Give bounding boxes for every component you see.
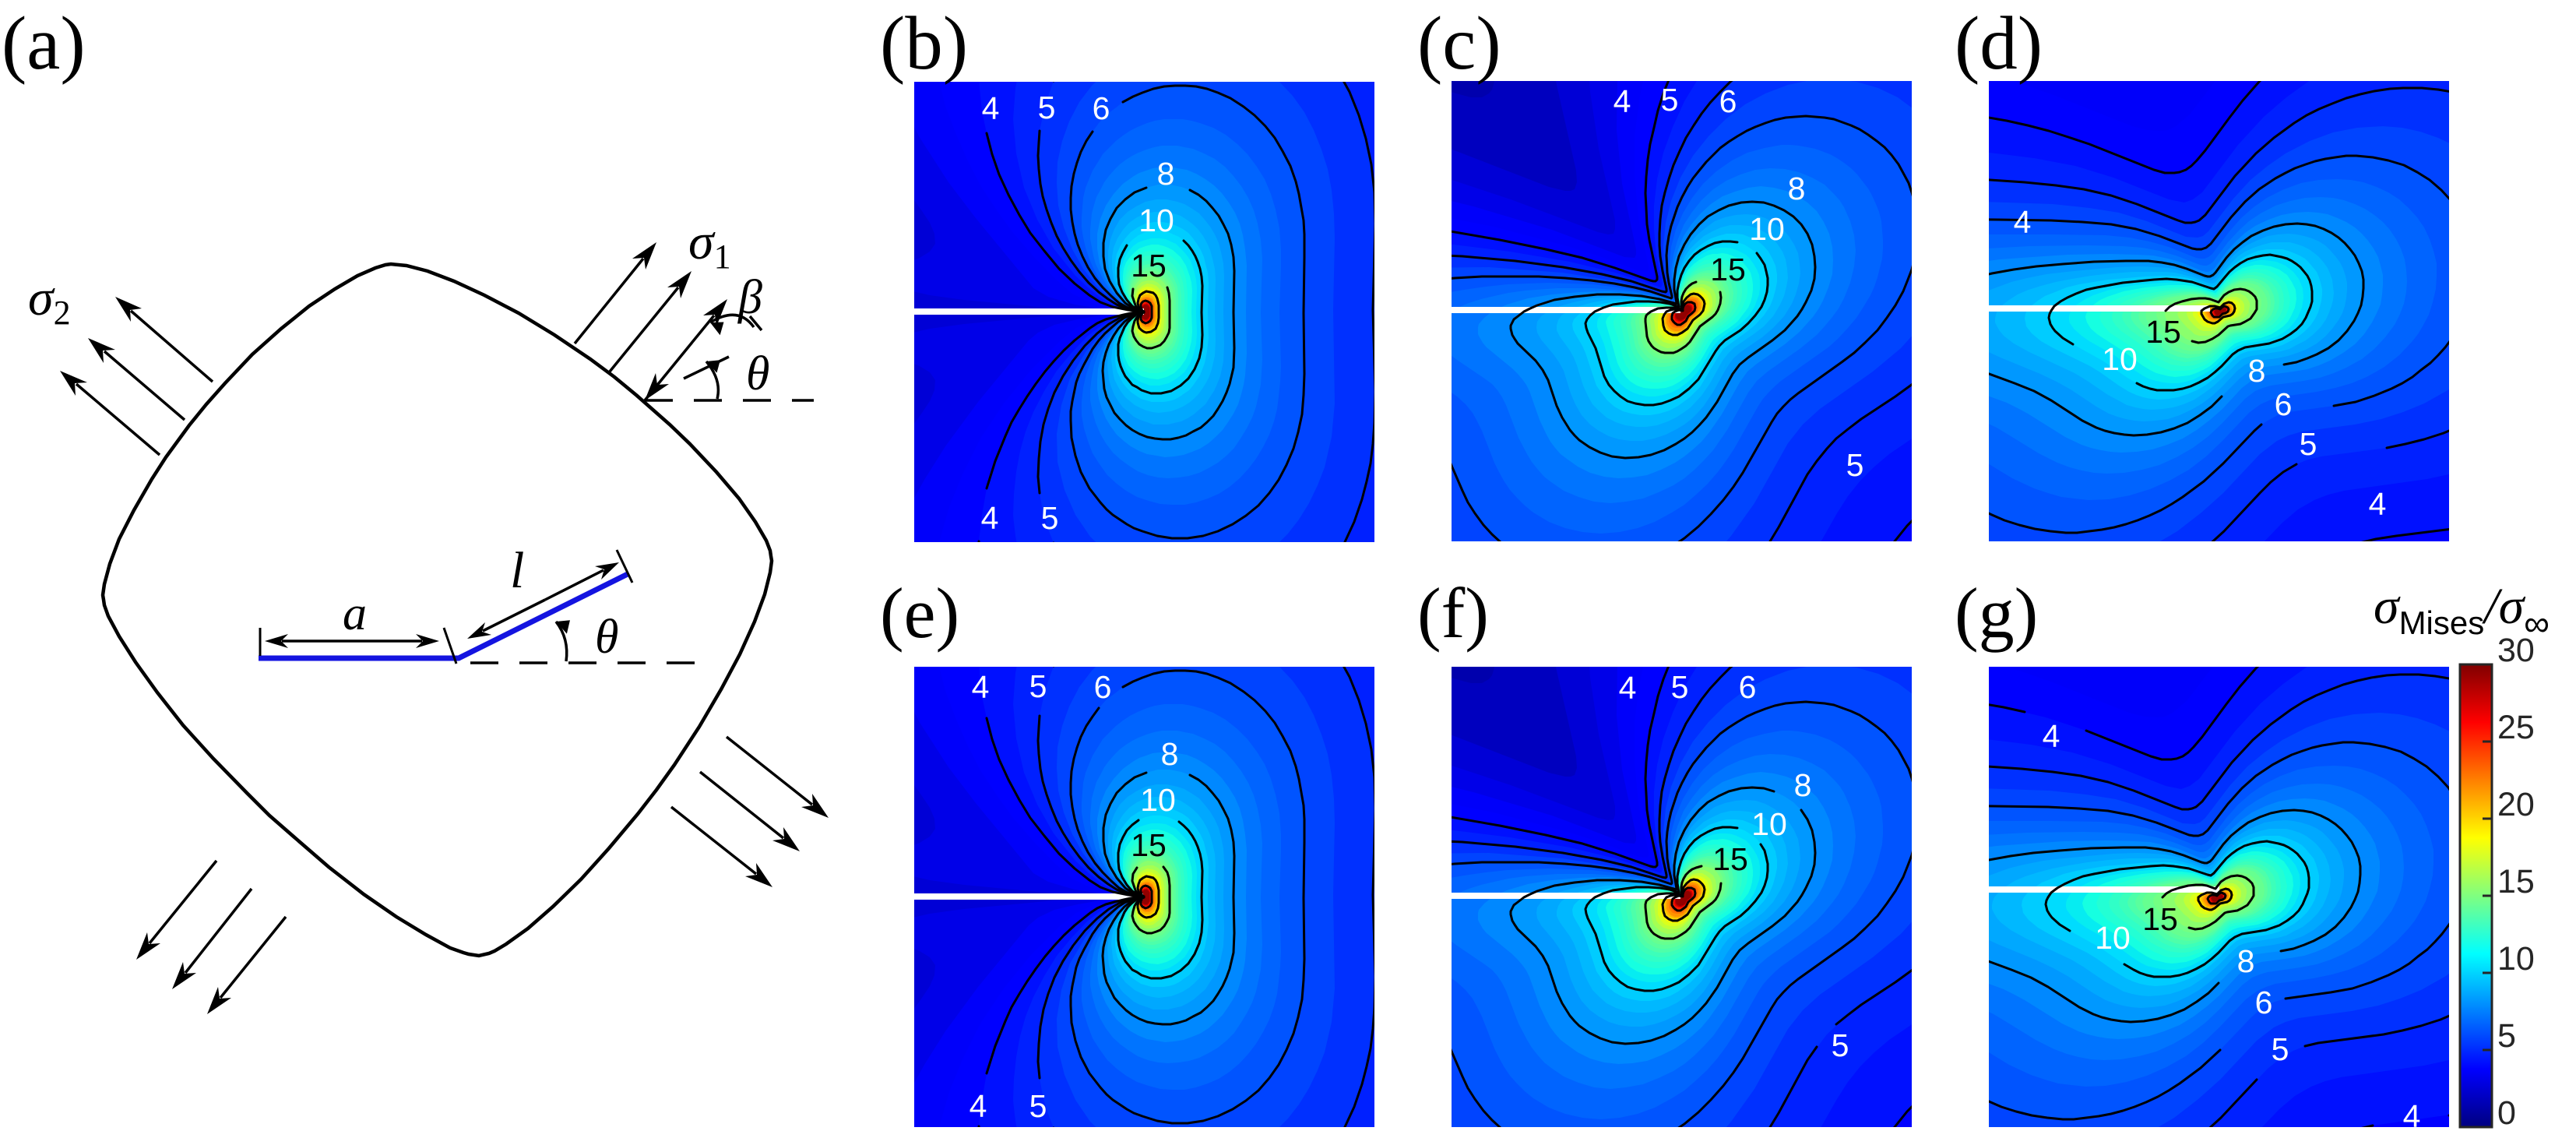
svg-text:10: 10: [2497, 940, 2535, 978]
svg-text:5: 5: [2300, 426, 2317, 462]
svg-text:15: 15: [1710, 252, 1746, 287]
svg-text:4: 4: [970, 1088, 987, 1124]
svg-text:4: 4: [2403, 1098, 2421, 1134]
svg-text:8: 8: [2237, 943, 2255, 979]
svg-text:4: 4: [2014, 204, 2032, 240]
svg-text:a: a: [343, 587, 367, 640]
svg-text:8: 8: [1794, 767, 1812, 803]
svg-text:4: 4: [2043, 718, 2060, 754]
svg-text:4: 4: [972, 669, 990, 705]
svg-text:β: β: [737, 271, 762, 324]
svg-text:(d): (d): [1955, 2, 2043, 85]
svg-text:5: 5: [2272, 1031, 2289, 1067]
svg-text:6: 6: [2255, 985, 2273, 1020]
svg-text:(e): (e): [880, 573, 959, 653]
svg-text:6: 6: [1739, 669, 1757, 705]
svg-text:0: 0: [2497, 1094, 2516, 1132]
svg-text:8: 8: [2248, 353, 2266, 389]
svg-text:10: 10: [1138, 203, 1174, 238]
svg-text:8: 8: [1157, 156, 1175, 192]
svg-text:5: 5: [2497, 1017, 2516, 1055]
svg-text:(b): (b): [880, 2, 968, 85]
svg-text:10: 10: [1749, 211, 1785, 247]
svg-text:l: l: [510, 542, 524, 599]
svg-text:(f): (f): [1417, 573, 1489, 653]
svg-text:6: 6: [1094, 669, 1112, 705]
svg-text:6: 6: [2275, 386, 2293, 422]
svg-text:15: 15: [2497, 863, 2535, 900]
svg-text:5: 5: [1041, 500, 1059, 536]
svg-text:(a): (a): [2, 2, 86, 85]
svg-text:15: 15: [1131, 827, 1167, 863]
svg-text:(c): (c): [1417, 2, 1501, 85]
svg-text:10: 10: [1140, 782, 1176, 818]
svg-text:15: 15: [2145, 314, 2181, 350]
svg-text:σ1: σ1: [688, 213, 731, 276]
svg-text:8: 8: [1788, 171, 1806, 206]
svg-text:25: 25: [2497, 709, 2535, 746]
svg-text:8: 8: [1161, 736, 1179, 772]
svg-text:4: 4: [981, 500, 999, 536]
svg-text:θ: θ: [746, 347, 769, 400]
svg-text:5: 5: [1661, 82, 1679, 118]
svg-text:20: 20: [2497, 786, 2535, 823]
svg-text:5: 5: [1029, 1088, 1047, 1124]
svg-text:θ: θ: [595, 611, 618, 664]
svg-text:5: 5: [1671, 669, 1689, 705]
svg-text:6: 6: [1719, 83, 1737, 119]
svg-text:5: 5: [1029, 668, 1047, 704]
svg-text:30: 30: [2497, 632, 2535, 669]
svg-text:15: 15: [1131, 248, 1167, 284]
svg-text:(g): (g): [1955, 573, 2038, 653]
svg-text:10: 10: [2102, 341, 2138, 377]
svg-text:10: 10: [2095, 920, 2131, 956]
svg-text:15: 15: [2142, 901, 2178, 937]
svg-text:4: 4: [2369, 486, 2387, 522]
svg-text:5: 5: [1038, 90, 1056, 125]
svg-text:10: 10: [1751, 806, 1787, 842]
svg-text:5: 5: [1846, 447, 1864, 483]
svg-text:5: 5: [1832, 1027, 1849, 1063]
svg-text:4: 4: [982, 90, 1000, 126]
svg-text:6: 6: [1093, 90, 1110, 126]
svg-text:σMises/σ∞: σMises/σ∞: [2374, 578, 2550, 643]
svg-text:15: 15: [1712, 841, 1748, 877]
svg-text:4: 4: [1614, 83, 1631, 119]
svg-text:4: 4: [1619, 670, 1637, 706]
